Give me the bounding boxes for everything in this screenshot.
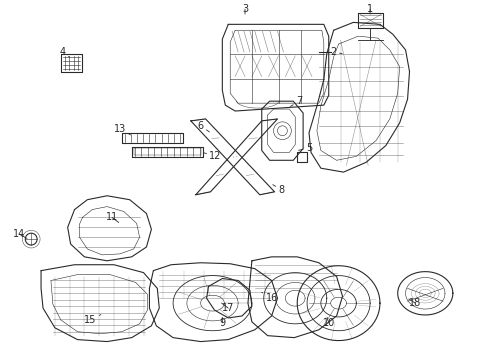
Text: 3: 3 [242, 4, 247, 14]
Text: 14: 14 [13, 229, 27, 239]
Text: 10: 10 [322, 317, 334, 328]
Text: 5: 5 [298, 144, 311, 153]
Text: 11: 11 [105, 212, 119, 222]
Text: 8: 8 [272, 185, 284, 195]
Text: 16: 16 [261, 292, 277, 303]
Text: 2: 2 [330, 47, 342, 57]
Text: 17: 17 [221, 303, 234, 313]
Text: 15: 15 [84, 315, 101, 325]
Text: 13: 13 [114, 124, 130, 135]
Text: 7: 7 [290, 96, 302, 107]
Text: 4: 4 [60, 47, 69, 57]
Text: 1: 1 [366, 4, 372, 14]
Text: 18: 18 [408, 298, 421, 308]
Text: 12: 12 [203, 151, 221, 161]
Text: 6: 6 [197, 121, 209, 132]
Text: 9: 9 [219, 318, 225, 328]
